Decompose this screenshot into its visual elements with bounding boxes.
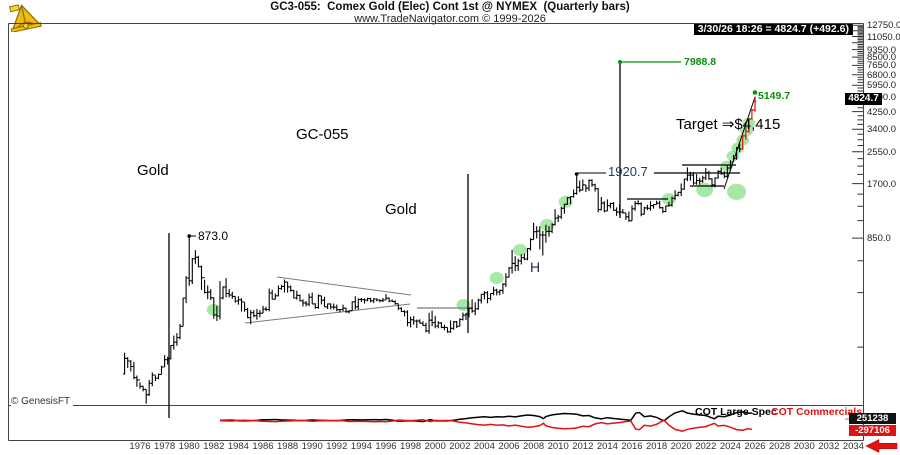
year-axis-label: 1998 [400,441,422,452]
highlight-marker [540,219,555,231]
price-axis-label: 4250.0 [867,106,897,118]
highlight-marker [727,183,747,200]
year-axis-label: 2018 [646,441,668,452]
annotation-dot [752,90,758,95]
annotation-target: Target ⇒$4,415 [676,116,781,133]
price-axis-label: 850.0 [867,233,891,245]
genesis-watermark: © GenesisFT [11,396,74,407]
year-axis-label: 2022 [695,441,717,452]
year-axis-label: 1994 [350,441,372,452]
year-axis-label: 2014 [596,441,618,452]
annotation-2026-high: 5149.7 [758,90,791,102]
chart-frame [8,23,864,441]
last-price-axis-box: 4824.7 [845,93,882,105]
price-axis-label: 11050.0 [867,31,900,43]
year-axis-label: 2012 [572,441,594,452]
trendline [244,303,411,324]
year-axis-label: 1996 [375,441,397,452]
scroll-left-arrow[interactable] [865,439,898,453]
cot-commercials-line [219,418,753,432]
year-axis-label: 2032 [818,441,840,452]
price-axis-label: 2550.0 [867,146,897,158]
year-axis-label: 2002 [449,441,471,452]
annotation-gold-left: Gold [137,162,169,179]
highlight-marker [489,272,504,284]
year-axis-label: 2026 [744,441,766,452]
annotation-1980-high: 873.0 [198,229,229,243]
annotation-h: H [530,259,541,275]
year-axis-label: 2004 [473,441,495,452]
highlight-marker [696,182,713,198]
cot-commercials-label: COT Commercials [771,406,863,418]
year-axis-label: 1992 [326,441,348,452]
price-axis-ticks [852,24,863,348]
year-axis-label: 1984 [227,441,249,452]
price-axis-label: 9350.0 [867,44,897,56]
trendline [276,276,412,296]
annotation-2011-high: 1920.7 [608,164,648,179]
cot-large-spec-value-box: 251238 [849,413,896,424]
highlight-marker [513,244,528,256]
year-axis-label: 1978 [154,441,176,452]
year-axis-label: 2034 [842,441,864,452]
year-axis-label: 1990 [301,441,323,452]
year-axis-label: 1988 [277,441,299,452]
price-axis-label: 3400.0 [867,124,897,136]
year-axis-label: 2006 [498,441,520,452]
price-axis-label: 1700.0 [867,178,897,190]
year-axis-label: 2000 [424,441,446,452]
annotation-gold-mid: Gold [385,201,417,218]
year-axis-label: 1982 [203,441,225,452]
year-axis-label: 2028 [769,441,791,452]
year-axis-label: 1980 [178,441,200,452]
year-axis-label: 1976 [129,441,151,452]
year-axis-label: 2016 [621,441,643,452]
year-axis-label: 2024 [719,441,741,452]
price-axis-label: 7650.0 [867,60,897,72]
price-axis-label: 8500.0 [867,52,897,64]
price-axis-label: 6800.0 [867,69,897,81]
highlight-marker [720,160,733,172]
highlight-marker [558,195,573,208]
year-axis-label: 2020 [670,441,692,452]
chart-title: GC3-055: Comex Gold (Elec) Cont 1st @ NY… [270,1,630,13]
chart-subtitle: www.TradeNavigator.com © 1999-2026 [354,13,546,25]
annotation-symbol-gc055: GC-055 [296,126,349,143]
price-bars-recent [741,96,757,150]
price-bars [123,143,742,404]
cot-commercials-value-box: -297106 [849,425,896,436]
year-axis-label: 2010 [547,441,569,452]
price-axis-label: 5950.0 [867,80,897,92]
year-axis-label: 1986 [252,441,274,452]
cot-large-spec-label: COT Large Spec [695,406,777,418]
annotation-dot [618,60,622,64]
genesis-logo-icon [8,4,42,32]
trendline [723,96,756,190]
annotation-dot [574,172,579,176]
year-axis-label: 2008 [523,441,545,452]
annotation-dot [187,234,191,238]
year-axis-label: 2030 [793,441,815,452]
price-axis-label: 12750.0 [867,20,900,32]
last-quote-readout: 3/30/26 18:26 = 4824.7 (+492.6) [693,23,853,35]
annotation-measured-target: 7988.8 [684,56,717,68]
